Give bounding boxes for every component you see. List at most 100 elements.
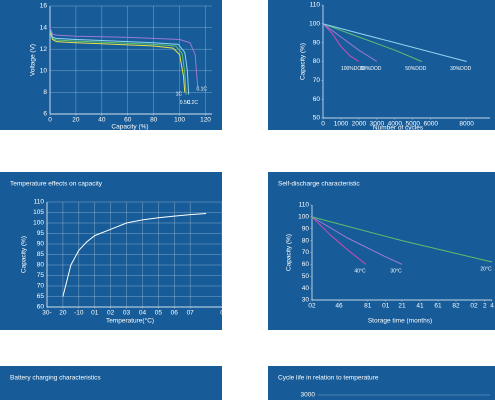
y-tick-label: 110 [34,199,45,206]
y-tick-label: 50 [302,273,310,280]
x-tick-label: 81 [364,303,372,310]
y-tick-label: 90 [313,39,321,46]
x-tick-label: 5000 [406,121,421,128]
line-series [311,216,493,263]
x-tick-label: 46 [335,303,343,310]
x-axis-title: Storage time (months) [368,318,432,325]
x-tick-label: 0 [220,310,224,317]
series-label: 0.2C [187,100,198,106]
y-tick-label: 8 [43,89,47,96]
y-tick-label: 16 [40,3,48,10]
x-tick-label: 06 [171,310,179,317]
x-tick-label: 2000 [352,121,367,128]
x-tick-label: 61 [434,303,442,310]
y-tick-label: 10 [40,68,48,75]
line-series [322,23,378,62]
series-label: 0.5C [180,100,191,106]
x-tick-label: 03 [123,310,131,317]
series-label: 30°C [390,269,402,275]
line-series [49,29,190,95]
x-tick-label: 07 [187,310,195,317]
x-tick-label: 4 [490,303,494,310]
x-tick-label: 30- [42,310,51,317]
y-tick-label: 100 [33,220,44,227]
line-series [322,23,467,62]
y-tick-label: 75 [37,272,45,279]
line-series [49,30,187,95]
panel-title: Cycle life in relation to temperature [278,375,379,382]
x-axis-title: Capacity (%) [111,124,148,131]
x-tick-label: 02 [470,303,478,310]
x-tick-label: 80 [150,117,158,124]
y-tick-label: 12 [40,46,48,53]
x-tick-label: 0 [48,117,52,124]
y-tick-label: 85 [37,251,45,258]
x-tick-label: 2 [483,303,487,310]
line-series [49,31,186,93]
y-tick-label: 3000 [301,392,316,399]
x-tick-label: 20 [59,310,67,317]
y-tick-label: 105 [33,209,44,216]
x-tick-label: 60 [124,117,132,124]
panel [0,0,222,130]
x-tick-label: 8000 [459,121,474,128]
series-label: 50%DOD [405,66,427,72]
y-tick-label: 60 [37,304,45,311]
x-tick-label: 4000 [388,121,403,128]
y-tick-label: 70 [37,283,45,290]
y-tick-label: 30 [302,297,310,304]
line-series [62,213,207,297]
series-label: 20°C [480,266,492,272]
line-series [49,27,199,88]
line-series [311,216,403,265]
panel [0,172,222,330]
x-tick-label: 100 [174,117,185,124]
series-label: 30%DOD [450,66,472,72]
x-tick-label: 02 [308,303,316,310]
y-axis-title: Capacity (%) [300,43,307,80]
y-tick-label: 40 [302,285,310,292]
y-tick-label: 110 [310,2,321,9]
y-axis-title: Voltage (V) [30,44,37,76]
y-tick-label: 95 [37,230,45,237]
line-series [322,23,422,62]
series-label: 100%DOD [341,66,365,72]
y-tick-label: 50 [313,115,321,122]
y-tick-label: 14 [40,24,48,31]
y-tick-label: 110 [299,202,310,209]
series-label: 40°C [354,269,366,275]
x-tick-label: -10 [74,310,84,317]
y-tick-label: 100 [298,214,309,221]
x-tick-label: 21 [398,303,406,310]
series-label: 0.1C [196,86,207,92]
y-tick-label: 80 [302,237,310,244]
x-tick-label: 41 [416,303,424,310]
x-axis-title: Number of cycles [373,125,424,132]
y-tick-label: 90 [37,241,45,248]
panel [268,172,495,330]
x-tick-label: 05 [155,310,163,317]
y-tick-label: 60 [302,261,310,268]
x-tick-label: 01 [382,303,390,310]
series-label: 1C [176,92,183,98]
panel-title: Temperature effects on capacity [10,181,103,188]
line-series [322,23,360,62]
x-tick-label: 120 [200,117,211,124]
y-tick-label: 70 [313,77,321,84]
x-tick-label: 20 [72,117,80,124]
panel [268,0,495,130]
panel [268,366,495,400]
x-tick-label: 0 [321,121,325,128]
y-axis-title: Capacity (%) [21,236,28,273]
y-tick-label: 80 [37,262,45,269]
x-tick-label: 01 [91,310,99,317]
line-series [311,216,367,265]
x-tick-label: 1000 [334,121,349,128]
x-tick-label: 04 [139,310,147,317]
y-axis-title: Capacity (%) [286,234,293,271]
x-tick-label: 40 [98,117,106,124]
y-tick-label: 90 [302,225,310,232]
y-tick-label: 80 [313,58,321,65]
panel-title: Battery charging characteristics [10,375,101,382]
series-label: 80%DOD [360,66,382,72]
